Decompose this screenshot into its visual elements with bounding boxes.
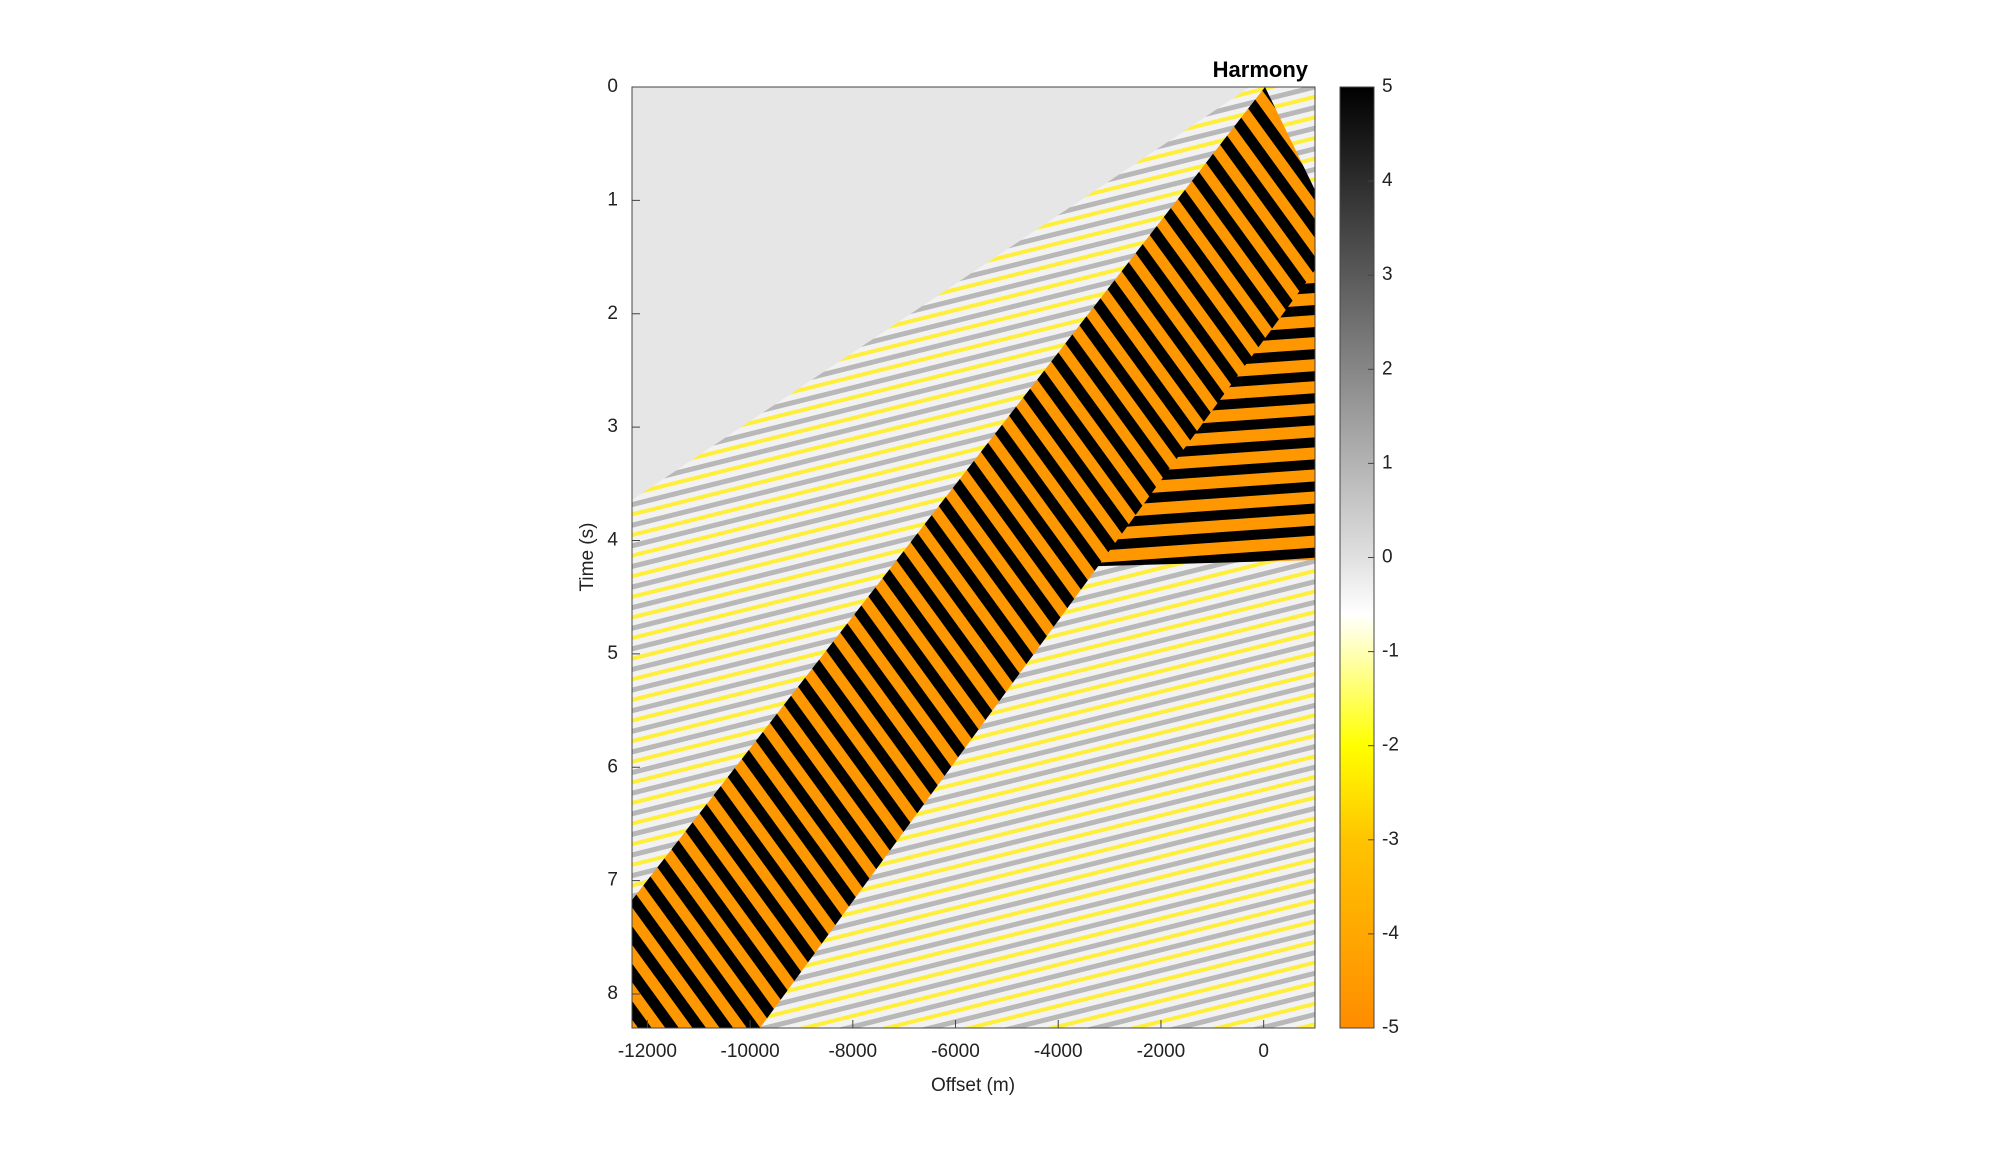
colorbar-tick-label: 0 xyxy=(1382,547,1393,568)
colorbar-tick-label: -1 xyxy=(1382,641,1399,662)
y-tick-label: 2 xyxy=(607,303,618,324)
x-tick-label: 0 xyxy=(1258,1041,1269,1062)
x-axis-label: Offset (m) xyxy=(931,1075,1015,1096)
y-tick-label: 8 xyxy=(607,983,618,1004)
plot-frame xyxy=(631,86,1316,1029)
y-tick-label: 7 xyxy=(607,870,618,891)
y-tick-label: 1 xyxy=(607,189,618,210)
y-tick-label: 6 xyxy=(607,756,618,777)
x-tick-label: -2000 xyxy=(1137,1041,1186,1062)
colorbar-tick-label: 1 xyxy=(1382,452,1393,473)
colorbar-tick-label: -5 xyxy=(1382,1017,1399,1038)
y-tick-label: 4 xyxy=(607,530,618,551)
colorbar-tick-label: 2 xyxy=(1382,358,1393,379)
colorbar-tick-label: -4 xyxy=(1382,923,1399,944)
x-tick-label: -12000 xyxy=(618,1041,677,1062)
chart-title: Harmony xyxy=(1213,57,1309,82)
y-tick-label: 3 xyxy=(607,416,618,437)
x-tick-label: -10000 xyxy=(721,1041,780,1062)
colorbar-tick-label: 5 xyxy=(1382,76,1393,97)
y-axis-label: Time (s) xyxy=(577,523,598,592)
y-tick-label: 0 xyxy=(607,76,618,97)
y-tick-label: 5 xyxy=(607,643,618,664)
colorbar-tick-label: 3 xyxy=(1382,264,1393,285)
colorbar-tick-label: 4 xyxy=(1382,170,1393,191)
x-tick-label: -6000 xyxy=(931,1041,980,1062)
seismic-image xyxy=(632,87,1315,1028)
colorbar-tick-label: -2 xyxy=(1382,735,1399,756)
x-tick-label: -8000 xyxy=(829,1041,878,1062)
x-tick-label: -4000 xyxy=(1034,1041,1083,1062)
colorbar-tick-label: -3 xyxy=(1382,829,1399,850)
muted-zone xyxy=(632,87,1250,500)
direct-arrival-band xyxy=(632,87,1315,1028)
